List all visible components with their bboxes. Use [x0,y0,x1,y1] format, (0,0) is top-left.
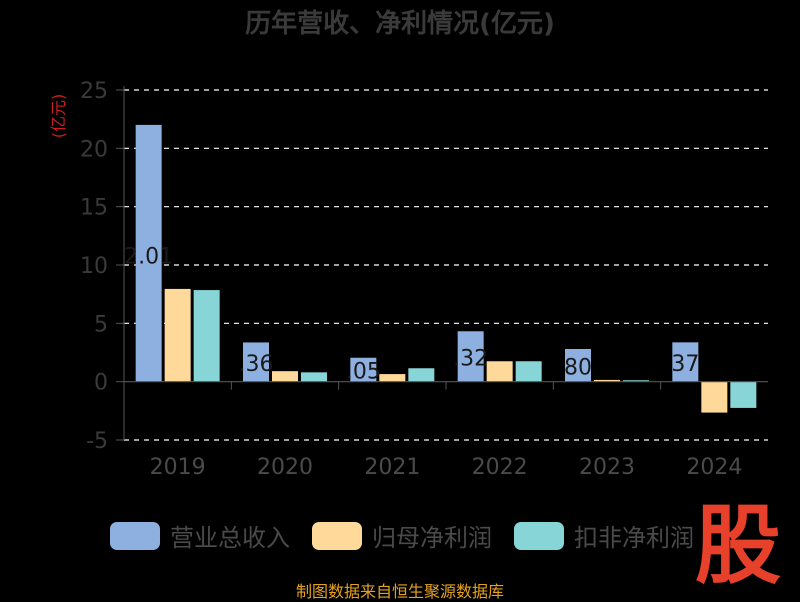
y-tick-label: 25 [80,79,108,104]
y-tick-label: 20 [80,137,108,162]
gridlines [124,89,768,441]
data-label: .36 [239,352,274,377]
legend-item-revenue[interactable]: 营业总收入 [110,518,290,553]
x-tick-label: 2024 [686,455,742,480]
chart-title: 历年营收、净利情况(亿元) [245,8,555,39]
bar [565,349,591,382]
bar [379,374,406,382]
legend-item-net-profit[interactable]: 归母净利润 [312,518,492,553]
legend-item-deducted-profit[interactable]: 扣非净利润 [514,518,694,553]
legend-swatch-deducted-profit [514,521,564,550]
y-axis-unit-label: (亿元) [49,94,68,139]
bar [515,361,542,382]
legend-label-net-profit: 归母净利润 [372,524,492,552]
x-tick-label: 2023 [579,455,635,480]
x-tick-label: 2020 [257,455,313,480]
data-label: 37 [671,352,699,377]
legend-label-revenue: 营业总收入 [170,524,290,552]
bar [193,290,220,382]
x-tick-label: 2019 [150,455,206,480]
bar [457,331,484,382]
bar [701,381,728,413]
bar [135,124,162,382]
logo-mark: 股 [695,496,781,596]
bar [350,357,377,382]
bars [135,124,757,413]
data-source-note: 制图数据来自恒生聚源数据库 [295,582,504,601]
y-tick-label: -5 [86,429,108,454]
bar [594,379,620,382]
bar [243,342,269,382]
bar [272,371,298,382]
bar [486,361,513,382]
bar [301,372,327,382]
x-tick-label: 2021 [364,455,420,480]
axes: -5 0 5 10 15 20 25 2019 2020 2021 2022 2023 2024 [80,79,768,480]
bar [164,288,191,382]
data-label: 80 [564,355,592,380]
bar [408,368,435,382]
legend-swatch-net-profit [312,521,362,550]
data-label: .32 [453,346,488,371]
y-tick-label: 5 [94,312,108,337]
data-labels: 2.01 .36 .05 .32 80 37 [124,244,699,384]
legend-label-deducted-profit: 扣非净利润 [574,524,694,552]
y-tick-label: 0 [94,371,108,396]
bar [623,380,649,382]
y-tick-label: 15 [80,196,108,221]
bar [672,342,699,382]
legend: 营业总收入 归母净利润 扣非净利润 [110,518,694,553]
data-label: .05 [346,360,381,385]
legend-swatch-revenue [110,521,160,550]
data-label: 2.01 [124,244,173,269]
y-tick-label: 10 [80,254,108,279]
bar [730,381,757,408]
x-tick-label: 2022 [472,455,528,480]
